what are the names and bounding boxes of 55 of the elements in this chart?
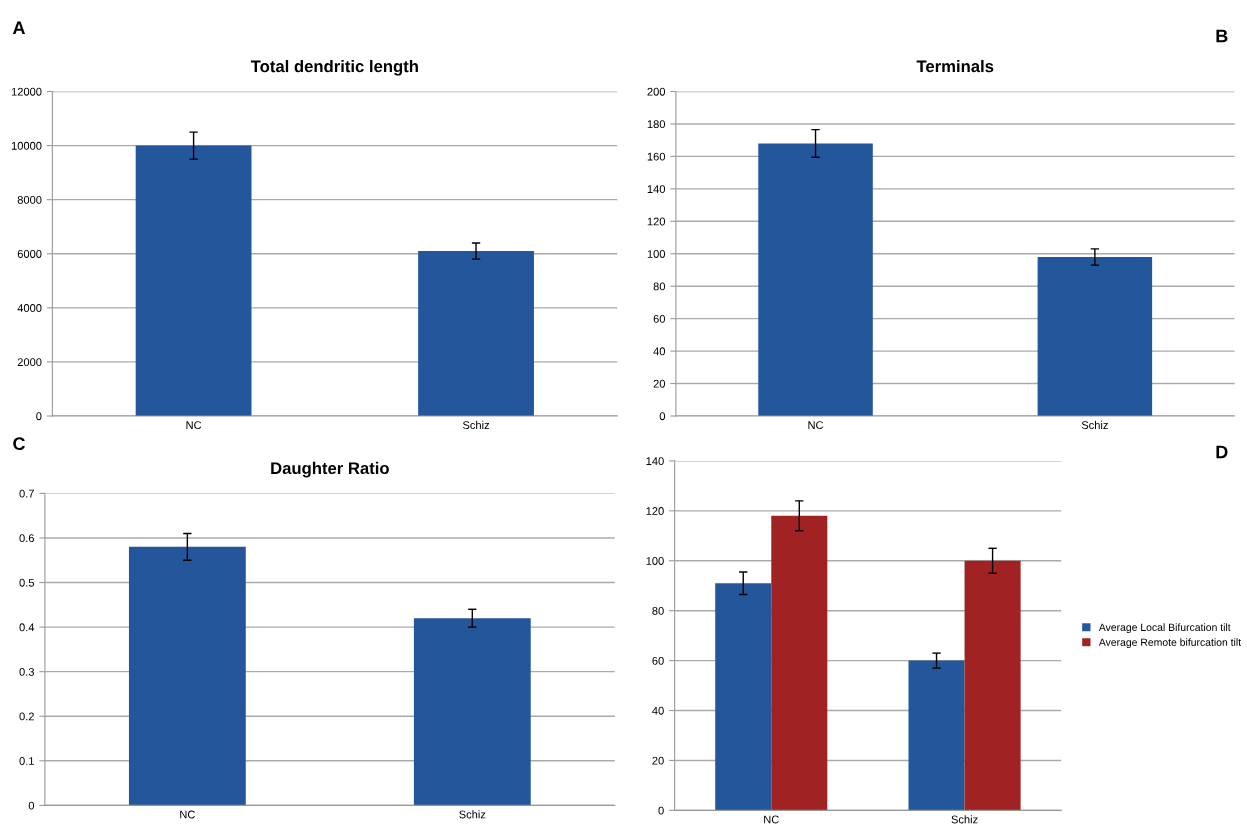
y-tick-label: 6000 (17, 250, 42, 258)
legend-label: Average Local Bifurcation tilt (1098, 623, 1231, 634)
x-tick-label: Schiz (951, 815, 978, 824)
y-tick-label: 0.6 (19, 534, 34, 543)
bar (908, 660, 965, 811)
chart-title: Daughter Ratio (271, 461, 389, 478)
y-tick-label: 4000 (17, 304, 42, 312)
y-tick-label: 40 (653, 347, 666, 356)
y-tick-label: 0 (658, 806, 664, 815)
x-tick-label: NC (764, 815, 779, 824)
y-tick-label: 140 (647, 185, 666, 193)
x-tick-label: NC (808, 421, 824, 430)
y-tick-label: 100 (646, 557, 664, 565)
y-tick-label: 10000 (11, 141, 42, 150)
y-tick-label: 120 (647, 217, 666, 226)
chart-title: Total dendritic length (250, 60, 418, 76)
y-tick-label: 2000 (17, 358, 42, 367)
y-tick-label: 0.3 (19, 667, 34, 676)
y-tick-label: 140 (646, 457, 664, 466)
y-tick-label: 20 (652, 756, 664, 765)
y-tick-label: 0.2 (19, 712, 34, 721)
y-tick-label: 60 (652, 656, 664, 665)
x-tick-label: NC (180, 810, 195, 819)
legend-label: Average Remote bifurcation tilt (1098, 638, 1242, 649)
chart-title: Terminals (916, 60, 994, 73)
y-tick-label: 0.4 (19, 623, 35, 632)
y-tick-label: 12000 (11, 87, 42, 96)
text: D (1216, 445, 1228, 459)
y-tick-label: 120 (646, 507, 664, 515)
y-tick-label: 200 (647, 87, 666, 96)
y-tick-label: 0.1 (19, 757, 34, 765)
bar (771, 515, 828, 811)
text: C (13, 437, 26, 451)
x-tick-label: Schiz (459, 810, 486, 819)
text: A (12, 21, 26, 34)
x-tick-label: Schiz (1081, 420, 1108, 430)
bar (964, 560, 1021, 811)
x-tick-label: NC (186, 421, 202, 430)
y-tick-label: 180 (647, 120, 666, 129)
y-tick-label: 0.7 (19, 489, 34, 498)
y-tick-label: 8000 (17, 195, 42, 204)
y-tick-label: 60 (653, 314, 666, 323)
y-tick-label: 0.5 (19, 578, 35, 587)
y-tick-label: 0 (659, 412, 666, 421)
bar (715, 583, 772, 811)
y-tick-label: 0 (28, 801, 35, 810)
y-tick-label: 20 (653, 379, 666, 388)
y-tick-label: 80 (653, 282, 666, 291)
x-tick-label: Schiz (462, 420, 490, 430)
y-tick-label: 80 (652, 606, 664, 615)
y-tick-label: 100 (647, 250, 666, 258)
y-tick-label: 40 (652, 706, 664, 715)
y-tick-label: 160 (647, 152, 666, 161)
y-tick-label: 0 (36, 412, 42, 421)
text: B (1216, 29, 1228, 43)
